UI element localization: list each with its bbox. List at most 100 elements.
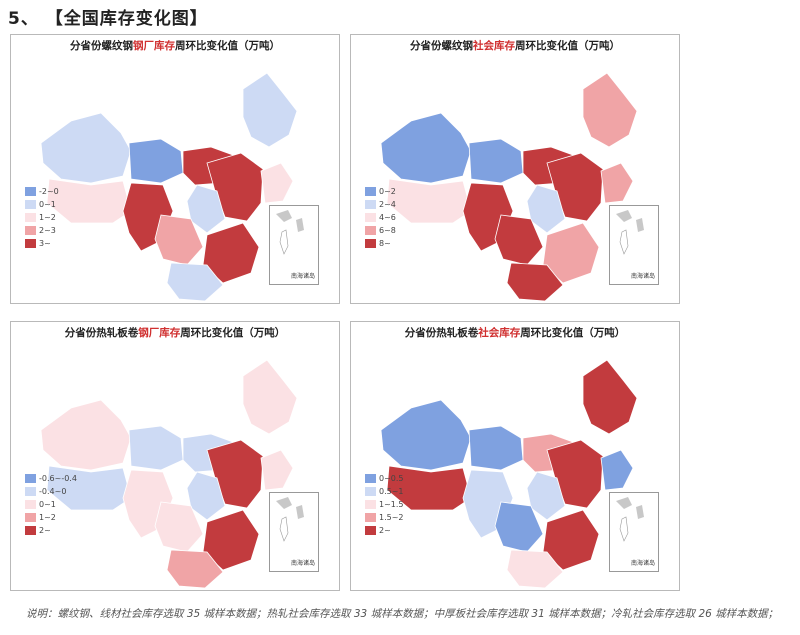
map-legend: -0.6~-0.4 -0.4~0 0~1 1~2 2~ [25, 472, 77, 537]
legend-label: 0~2 [379, 187, 396, 196]
legend-swatch [25, 239, 36, 248]
legend-label: 4~6 [379, 213, 396, 222]
map-panel-hrc-mill: 分省份热轧板卷钢厂库存周环比变化值（万吨） -0.6~-0.4 -0.4~0 0~1 1… [10, 321, 340, 591]
china-map [40, 72, 304, 301]
province-region [260, 449, 294, 491]
legend-swatch [365, 213, 376, 222]
legend-label: 0~1 [39, 500, 56, 509]
province-region [468, 138, 524, 184]
legend-entry: 1~1.5 [365, 498, 404, 511]
inset-label: 南海诸岛 [290, 560, 315, 567]
legend-entry: 3~ [25, 237, 59, 250]
panel-title-part: 周环比变化值（万吨） [520, 327, 626, 339]
panel-title-part: 分省份螺纹钢 [410, 40, 473, 52]
province-region [166, 262, 224, 301]
legend-swatch [25, 213, 36, 222]
province-region [506, 262, 564, 301]
legend-swatch [25, 474, 36, 483]
legend-entry: 1~2 [25, 211, 59, 224]
legend-entry: 2~4 [365, 198, 396, 211]
panel-title: 分省份螺纹钢社会库存周环比变化值（万吨） [351, 38, 679, 53]
legend-swatch [365, 239, 376, 248]
province-region [46, 465, 132, 511]
panel-title-part: 分省份螺纹钢 [70, 40, 133, 52]
legend-entry: 0.5~1 [365, 485, 404, 498]
province-region [582, 359, 638, 435]
map-panel-hrc-social: 分省份热轧板卷社会库存周环比变化值（万吨） 0~0.5 0.5~1 1~1.5 1.5~… [350, 321, 680, 591]
legend-label: -2~0 [39, 187, 59, 196]
map-panel-rebar-mill: 分省份螺纹钢钢厂库存周环比变化值（万吨） -2~0 0~1 1~2 2~3 3~ 南海诸岛 [10, 34, 340, 304]
province-region [40, 112, 132, 184]
panel-title: 分省份螺纹钢钢厂库存周环比变化值（万吨） [11, 38, 339, 53]
legend-label: 0~0.5 [379, 474, 404, 483]
legend-label: 2~ [39, 526, 51, 535]
province-region [40, 399, 132, 471]
map-legend: 0~2 2~4 4~6 6~8 8~ [365, 185, 396, 250]
province-region [186, 471, 226, 521]
inset-label: 南海诸岛 [290, 273, 315, 280]
legend-label: 0.5~1 [379, 487, 404, 496]
south-china-sea-inset: 南海诸岛 [269, 492, 319, 572]
legend-entry: 1~2 [25, 511, 77, 524]
legend-label: 6~8 [379, 226, 396, 235]
legend-entry: 0~2 [365, 185, 396, 198]
legend-swatch [365, 513, 376, 522]
panel-title-part: 分省份热轧板卷 [64, 327, 139, 339]
legend-entry: 1.5~2 [365, 511, 404, 524]
legend-entry: -2~0 [25, 185, 59, 198]
footnote: 说明：螺纹钢、线材社会库存选取 35 城样本数据；热轧社会库存选取 33 城样本… [26, 608, 779, 620]
province-region [46, 178, 132, 224]
panel-title-part: 社会库存 [473, 40, 515, 52]
legend-swatch [365, 500, 376, 509]
legend-entry: 2~ [25, 524, 77, 537]
province-region [582, 72, 638, 148]
legend-entry: 0~1 [25, 198, 59, 211]
legend-entry: -0.6~-0.4 [25, 472, 77, 485]
legend-swatch [25, 526, 36, 535]
legend-swatch [25, 500, 36, 509]
province-region [600, 449, 634, 491]
legend-label: 3~ [39, 239, 51, 248]
province-region [526, 471, 566, 521]
inset-label: 南海诸岛 [630, 273, 655, 280]
section-heading: 5、 【全国库存变化图】 [8, 9, 208, 29]
legend-label: -0.6~-0.4 [39, 474, 77, 483]
inset-map [616, 497, 644, 542]
legend-swatch [365, 487, 376, 496]
province-region [380, 399, 472, 471]
legend-swatch [365, 474, 376, 483]
province-region [526, 184, 566, 234]
panel-title-part: 分省份热轧板卷 [404, 327, 479, 339]
legend-label: 2~ [379, 526, 391, 535]
panel-title-part: 周环比变化值（万吨） [515, 40, 620, 52]
legend-swatch [365, 187, 376, 196]
china-map [380, 359, 644, 588]
legend-swatch [25, 487, 36, 496]
south-china-sea-inset: 南海诸岛 [609, 492, 659, 572]
inset-map [276, 210, 304, 255]
legend-entry: 0~1 [25, 498, 77, 511]
province-region [128, 425, 184, 471]
south-china-sea-inset: 南海诸岛 [609, 205, 659, 285]
inset-label: 南海诸岛 [630, 560, 655, 567]
province-region [600, 162, 634, 204]
map-legend: 0~0.5 0.5~1 1~1.5 1.5~2 2~ [365, 472, 404, 537]
legend-label: 0~1 [39, 200, 56, 209]
province-region [128, 138, 184, 184]
inset-map [276, 497, 304, 542]
legend-swatch [365, 226, 376, 235]
province-region [468, 425, 524, 471]
legend-entry: 4~6 [365, 211, 396, 224]
panel-title-part: 周环比变化值（万吨） [180, 327, 286, 339]
china-map [380, 72, 644, 301]
inset-map [616, 210, 644, 255]
province-region [506, 549, 564, 588]
province-region [186, 184, 226, 234]
province-region [242, 359, 298, 435]
panel-title-part: 周环比变化值（万吨） [175, 40, 280, 52]
legend-entry: 6~8 [365, 224, 396, 237]
legend-swatch [25, 513, 36, 522]
panel-title-part: 钢厂库存 [138, 327, 181, 339]
legend-label: 2~4 [379, 200, 396, 209]
map-panel-rebar-social: 分省份螺纹钢社会库存周环比变化值（万吨） 0~2 2~4 4~6 6~8 8~ 南海诸岛 [350, 34, 680, 304]
